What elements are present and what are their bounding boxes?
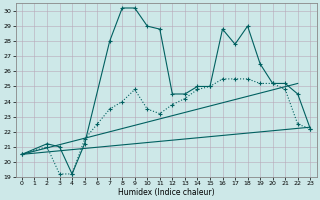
X-axis label: Humidex (Indice chaleur): Humidex (Indice chaleur) (118, 188, 214, 197)
